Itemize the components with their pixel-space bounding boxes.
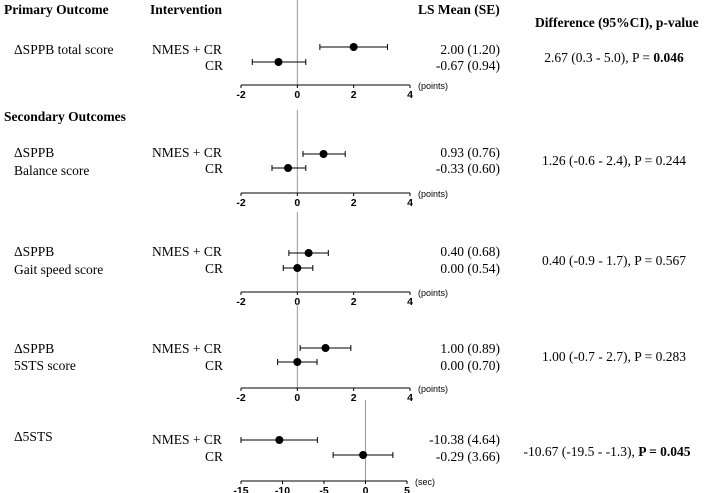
ls-mean-value: 1.00 (0.89) <box>440 341 500 356</box>
x-axis-unit: (points) <box>418 189 448 199</box>
x-tick-label: -5 <box>319 485 328 493</box>
outcome-label: ΔSPPB <box>14 244 55 259</box>
p-value: 0.244 <box>655 153 686 168</box>
difference-value: 1.26 (-0.6 - 2.4), P = 0.244 <box>542 153 686 168</box>
mean-point <box>319 150 328 158</box>
x-tick-label: -2 <box>236 392 245 404</box>
mean-point <box>304 249 313 257</box>
x-tick-label: 2 <box>351 89 357 101</box>
x-tick-label: 0 <box>294 392 300 404</box>
x-tick-label: 4 <box>407 89 413 101</box>
p-value: P = 0.045 <box>638 444 691 459</box>
x-axis-unit: (points) <box>418 384 448 394</box>
mean-point <box>293 358 302 366</box>
ls-mean-value: -0.67 (0.94) <box>435 58 500 73</box>
group-label-nmes: NMES + CR <box>152 42 222 57</box>
x-tick-label: 0 <box>294 197 300 209</box>
mean-point <box>284 164 293 172</box>
ls-mean-value: 0.00 (0.70) <box>440 358 500 373</box>
ls-mean-value: -0.29 (3.66) <box>435 449 500 464</box>
x-tick-label: 5 <box>404 485 410 493</box>
outcome-sublabel: Gait speed score <box>14 262 104 277</box>
x-tick-label: 2 <box>351 197 357 209</box>
ls-mean-header: LS Mean (SE) <box>418 2 500 17</box>
x-tick-label: 4 <box>407 296 413 308</box>
x-tick-label: 4 <box>407 392 413 404</box>
outcome-label: ΔSPPB total score <box>14 42 114 57</box>
outcome-sublabel: Balance score <box>14 163 90 178</box>
outcome-label: Δ5STS <box>14 429 53 444</box>
primary-outcome-header: Primary Outcome <box>4 2 109 17</box>
intervention-header: Intervention <box>150 2 222 17</box>
outcome-sublabel: 5STS score <box>14 358 76 373</box>
x-axis-unit: (sec) <box>415 477 435 487</box>
x-tick-label: 0 <box>294 296 300 308</box>
mean-point <box>349 43 358 51</box>
ls-mean-value: 0.40 (0.68) <box>440 244 500 259</box>
mean-point <box>274 58 283 66</box>
x-tick-label: 2 <box>351 392 357 404</box>
x-axis-unit: (points) <box>418 288 448 298</box>
group-label-cr: CR <box>205 161 224 176</box>
x-tick-label: 0 <box>294 89 300 101</box>
ls-mean-value: 0.00 (0.54) <box>440 261 500 276</box>
group-label-cr: CR <box>205 449 224 464</box>
p-value: 0.046 <box>653 50 684 65</box>
p-value: 0.567 <box>655 253 686 268</box>
ls-mean-value: -10.38 (4.64) <box>429 432 500 447</box>
difference-value: -10.67 (-19.5 - -1.3), P = 0.045 <box>523 444 691 459</box>
x-tick-label: -2 <box>236 89 245 101</box>
outcome-label: ΔSPPB <box>14 145 55 160</box>
difference-value: 1.00 (-0.7 - 2.7), P = 0.283 <box>542 349 686 364</box>
mean-point <box>321 344 330 352</box>
x-axis-unit: (points) <box>418 81 448 91</box>
mean-point <box>275 436 284 444</box>
x-tick-label: -2 <box>236 296 245 308</box>
difference-value: 2.67 (0.3 - 5.0), P = 0.046 <box>544 50 684 65</box>
group-label-cr: CR <box>205 261 224 276</box>
p-value: 0.283 <box>655 349 686 364</box>
mean-point <box>359 451 368 459</box>
group-label-nmes: NMES + CR <box>152 244 222 259</box>
mean-point <box>293 264 302 272</box>
group-label-nmes: NMES + CR <box>152 145 222 160</box>
x-tick-label: 0 <box>363 485 369 493</box>
group-label-cr: CR <box>205 58 224 73</box>
difference-value: 0.40 (-0.9 - 1.7), P = 0.567 <box>542 253 686 268</box>
group-label-nmes: NMES + CR <box>152 432 222 447</box>
ls-mean-value: 0.93 (0.76) <box>440 145 500 160</box>
x-tick-label: -10 <box>275 485 290 493</box>
outcome-label: ΔSPPB <box>14 341 55 356</box>
x-tick-label: -2 <box>236 197 245 209</box>
x-tick-label: 4 <box>407 197 413 209</box>
x-tick-label: 2 <box>351 296 357 308</box>
ls-mean-value: -0.33 (0.60) <box>435 161 500 176</box>
secondary-outcomes-header: Secondary Outcomes <box>4 109 126 124</box>
ls-mean-value: 2.00 (1.20) <box>440 42 500 57</box>
difference-header: Difference (95%CI), p-value <box>535 15 699 30</box>
x-tick-label: -15 <box>233 485 248 493</box>
group-label-nmes: NMES + CR <box>152 341 222 356</box>
group-label-cr: CR <box>205 358 224 373</box>
